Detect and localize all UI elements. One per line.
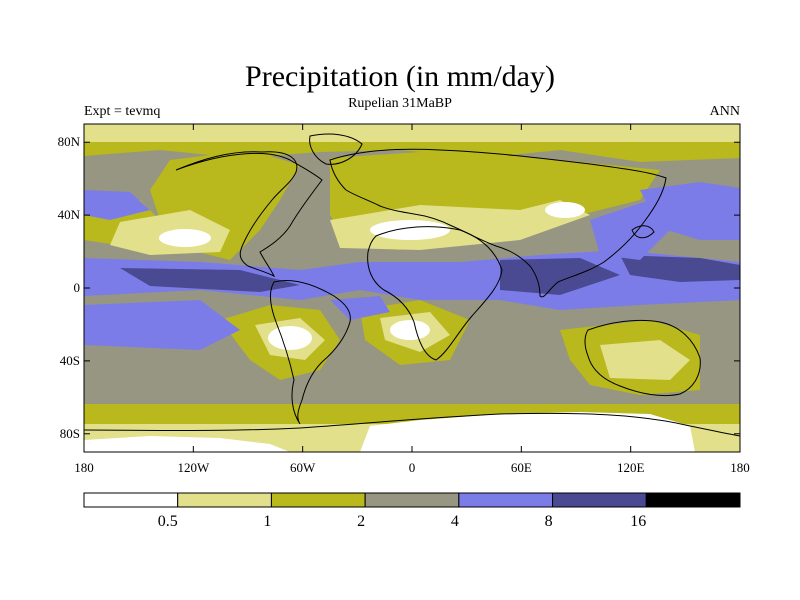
map-title: Precipitation (in mm/day) [245, 60, 555, 93]
colorbar-swatch-3 [364, 492, 460, 508]
n-atlantic-storm-wet [84, 190, 150, 220]
colorbar-swatch-5 [552, 492, 647, 508]
coast-japan [631, 225, 655, 239]
colorbar-swatch-4 [458, 492, 554, 508]
east-asia-wet [590, 200, 670, 260]
coast-north-america [175, 151, 323, 278]
colorbar-label-5: 16 [630, 513, 646, 530]
colorbar-swatch-6 [645, 492, 741, 508]
s-america-white [268, 326, 312, 350]
coast-antarctica [83, 412, 741, 437]
y-tick-label-1: 40N [58, 207, 81, 222]
x-tick-label-1: 120W [177, 460, 210, 475]
arabia-white [545, 202, 585, 218]
experiment-label: Expt = tevmq [84, 104, 161, 119]
x-tick-label-4: 60E [511, 460, 532, 475]
colorbar-label-3: 4 [451, 513, 459, 530]
colorbar-swatch-0 [83, 492, 179, 508]
y-tick-label-2: 0 [74, 280, 81, 295]
colorbar-label-2: 2 [357, 513, 365, 530]
coast-south-america [269, 280, 351, 425]
s-pacific-wet [84, 300, 240, 350]
arctic-band-dry [84, 124, 740, 142]
x-tick-label-6: 180 [730, 460, 750, 475]
season-label: ANN [709, 104, 740, 119]
sahara-white [370, 220, 450, 240]
x-tick-label-5: 120E [617, 460, 645, 475]
southern-africa-white [390, 320, 430, 340]
x-tick-label-0: 180 [74, 460, 94, 475]
x-tick-label-2: 60W [290, 460, 316, 475]
colorbar-label-1: 1 [263, 513, 271, 530]
itcz-core-wet [120, 268, 300, 292]
map-subtitle: Rupelian 31MaBP [348, 96, 452, 111]
colorbar: 0.5 1 2 4 8 16 [83, 492, 741, 530]
colorbar-label-0: 0.5 [158, 513, 178, 530]
coast-eurasia [329, 148, 667, 298]
coast-australia [584, 319, 701, 397]
indian-ocean-very-wet [500, 258, 620, 295]
n-pacific-white [159, 229, 211, 247]
colorbar-swatch-1 [177, 492, 272, 508]
coastlines [83, 133, 741, 437]
australia-dry-core [600, 340, 690, 380]
y-tick-label-3: 40S [60, 353, 80, 368]
colorbar-label-4: 8 [545, 513, 553, 530]
antarctica-white [360, 412, 695, 452]
y-tick-label-4: 80S [60, 426, 80, 441]
coast-greenland [309, 133, 363, 165]
precip-field [84, 124, 740, 452]
s-atlantic-storm-wet [330, 296, 390, 320]
axis-ticks: 180 120W 60W 0 60E 120E 180 80N 40N 0 40S 80S [58, 124, 750, 475]
y-tick-label-0: 80N [58, 134, 81, 149]
antarctica-white-west [84, 436, 290, 452]
colorbar-swatch-2 [270, 492, 366, 508]
x-tick-label-3: 0 [409, 460, 416, 475]
w-pacific-very-wet [620, 255, 740, 282]
